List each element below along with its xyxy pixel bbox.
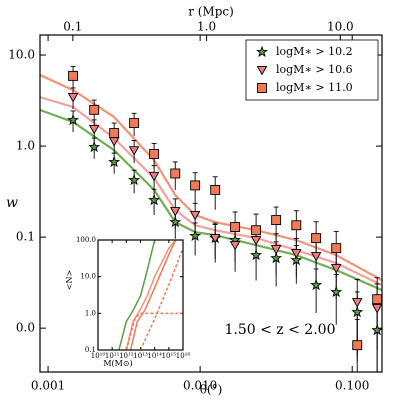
data-point bbox=[250, 236, 262, 246]
legend-marker bbox=[256, 45, 268, 58]
data-point bbox=[148, 193, 161, 206]
data-point bbox=[371, 304, 382, 314]
y-tick-label: 0.1 bbox=[16, 230, 35, 244]
annotation: 1.50 < z < 2.00 bbox=[225, 322, 336, 338]
legend-label: logM∗ > 11.0 bbox=[276, 81, 353, 94]
data-point bbox=[67, 113, 80, 126]
data-point bbox=[108, 155, 121, 168]
data-point bbox=[270, 245, 282, 255]
model-line bbox=[125, 240, 177, 350]
data-point bbox=[351, 298, 363, 308]
data-point bbox=[291, 220, 302, 231]
data-point bbox=[230, 222, 241, 233]
x-axis-label: θ(°) bbox=[200, 383, 223, 397]
legend-marker bbox=[257, 83, 267, 93]
x-tick-label: 10¹⁶ bbox=[176, 352, 191, 360]
model-line bbox=[139, 247, 183, 350]
data-point bbox=[372, 294, 382, 305]
inset-y-label: <N> bbox=[65, 270, 74, 290]
plot-frame bbox=[39, 34, 383, 373]
data-point bbox=[311, 233, 322, 244]
data-point bbox=[88, 124, 100, 135]
data-point bbox=[330, 285, 343, 298]
y-axis-label: w bbox=[6, 195, 18, 211]
x2-tick-label: 10.0 bbox=[327, 20, 354, 34]
data-point bbox=[169, 215, 182, 228]
data-point bbox=[291, 249, 302, 259]
inset-x-label: M(M⊙) bbox=[103, 359, 132, 368]
x-tick-label: 10¹² bbox=[119, 352, 134, 360]
data-point bbox=[331, 243, 342, 254]
data-point bbox=[169, 207, 181, 217]
data-point bbox=[310, 252, 322, 262]
data-point bbox=[251, 225, 262, 236]
x2-tick-label: 1.0 bbox=[197, 20, 216, 34]
data-point bbox=[371, 323, 382, 336]
data-point bbox=[189, 229, 202, 242]
y-tick-label: 10.0 bbox=[80, 273, 96, 281]
data-point bbox=[209, 234, 221, 244]
y-tick-label: 100.0 bbox=[76, 236, 96, 244]
model-line bbox=[125, 312, 183, 350]
data-point bbox=[67, 93, 79, 103]
data-point bbox=[330, 264, 342, 274]
x-tick-label: 10¹⁴ bbox=[147, 352, 162, 360]
x2-axis-label: r (Mpc) bbox=[188, 5, 234, 19]
x-tick-label: 0.010 bbox=[183, 379, 217, 393]
data-point bbox=[170, 168, 181, 179]
data-point bbox=[190, 180, 201, 191]
data-point bbox=[68, 70, 79, 81]
data-point bbox=[210, 184, 221, 195]
data-point bbox=[290, 253, 303, 266]
legend-box bbox=[245, 39, 379, 101]
y-tick-label: 0.0 bbox=[16, 321, 35, 335]
data-point bbox=[128, 173, 141, 186]
y-tick-label: 0.1 bbox=[85, 346, 96, 354]
y-tick-label: 10.0 bbox=[8, 48, 35, 62]
data-point bbox=[148, 171, 160, 182]
x-tick-label: 0.100 bbox=[335, 379, 369, 393]
x-tick-label: 10¹³ bbox=[133, 352, 148, 360]
data-point bbox=[310, 278, 323, 291]
y-tick-label: 1.0 bbox=[85, 309, 96, 317]
model-line bbox=[40, 108, 382, 292]
model-line bbox=[118, 240, 156, 350]
data-point bbox=[129, 118, 140, 129]
legend-label: logM∗ > 10.2 bbox=[276, 45, 353, 58]
data-point bbox=[250, 248, 263, 261]
x-tick-label: 10¹¹ bbox=[105, 352, 120, 360]
model-line bbox=[129, 240, 177, 350]
legend-marker bbox=[256, 65, 268, 76]
x-tick-label: 0.001 bbox=[31, 379, 65, 393]
data-point bbox=[270, 251, 283, 264]
data-point bbox=[189, 210, 201, 221]
data-point bbox=[271, 215, 282, 226]
data-point bbox=[109, 128, 120, 139]
x-tick-label: 10¹⁵ bbox=[162, 352, 177, 360]
legend-label: logM∗ > 10.6 bbox=[276, 63, 353, 76]
data-point bbox=[128, 146, 140, 156]
x2-tick-label: 0.1 bbox=[63, 20, 82, 34]
y-tick-label: 1.0 bbox=[16, 139, 35, 153]
x-tick-label: 10¹⁰ bbox=[91, 352, 106, 360]
data-point bbox=[229, 241, 241, 251]
inset-frame bbox=[97, 239, 184, 351]
data-point bbox=[352, 340, 363, 351]
data-point bbox=[149, 148, 160, 159]
data-point bbox=[88, 140, 101, 153]
data-point bbox=[89, 104, 100, 115]
data-point bbox=[351, 305, 364, 318]
